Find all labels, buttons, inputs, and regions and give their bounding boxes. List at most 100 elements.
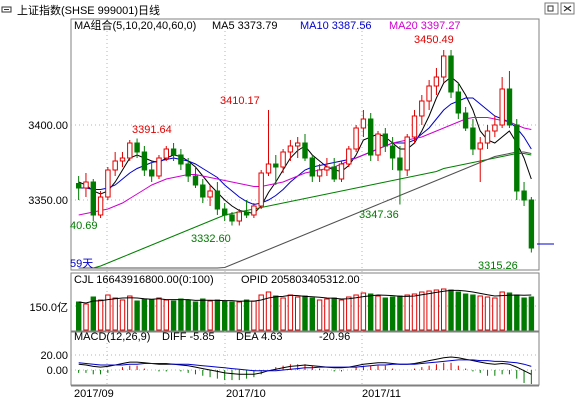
label-days: 59天 xyxy=(70,258,93,270)
volume-bar xyxy=(112,297,118,331)
candle-body xyxy=(127,142,133,159)
candle-body xyxy=(360,118,367,129)
candle-body xyxy=(185,163,191,177)
volume-bar xyxy=(528,296,535,331)
candle-body xyxy=(287,145,294,153)
date-tick-nov: 2017/11 xyxy=(362,388,401,400)
candle-body xyxy=(338,163,345,180)
volume-bar xyxy=(200,298,206,331)
window-menu-icon[interactable] xyxy=(1,6,12,13)
volume-bar xyxy=(222,300,228,331)
volume-bar xyxy=(441,288,447,331)
volume-bar xyxy=(141,298,148,331)
volume-bar xyxy=(346,296,352,331)
volume-bar xyxy=(404,294,410,331)
volume-bar xyxy=(251,300,257,331)
volume-bar xyxy=(97,299,104,331)
volume-bar xyxy=(448,289,454,331)
macd-tick-20: 20.00 xyxy=(40,350,68,362)
volume-bar xyxy=(360,292,367,331)
volume-bar xyxy=(462,293,469,331)
candle-body xyxy=(441,55,447,78)
candle-body xyxy=(448,55,454,93)
ma5-value: MA5 3373.79 xyxy=(212,20,277,32)
candle-body xyxy=(397,157,403,171)
volume-bar xyxy=(433,289,440,331)
cjl-value: CJL 16643916800.00(0:100) xyxy=(74,274,214,286)
volume-bars xyxy=(76,288,535,331)
candle-body xyxy=(243,211,250,216)
volume-bar xyxy=(258,294,264,331)
volume-bar xyxy=(83,303,89,331)
volume-bar xyxy=(331,297,337,331)
volume-bar xyxy=(411,293,418,331)
candle-body xyxy=(324,166,330,171)
volume-bar xyxy=(214,299,221,331)
label-high-1: 3410.17 xyxy=(220,95,260,107)
date-axis: 2017/09 2017/10 2017/11 xyxy=(74,388,401,400)
candle-body xyxy=(433,76,440,87)
date-tick-sep: 2017/09 xyxy=(74,388,114,400)
date-tick-oct: 2017/10 xyxy=(226,388,266,400)
candle-body xyxy=(455,91,462,114)
macd-dea-value: DEA 4.63 xyxy=(236,331,282,343)
volume-bar xyxy=(163,299,170,331)
candle-body xyxy=(316,169,323,177)
candle-body xyxy=(331,166,337,180)
panel-frame xyxy=(70,272,540,332)
candle-body xyxy=(382,133,389,147)
candle-body xyxy=(105,169,111,198)
candle-body xyxy=(207,190,213,198)
candlesticks xyxy=(76,50,535,253)
candle-body xyxy=(426,85,432,102)
ma-combo-label: MA组合(5,10,20,40,60,0) xyxy=(74,18,196,32)
macd-diff-value: DIFF -5.85 xyxy=(162,331,215,343)
close-icon[interactable] xyxy=(560,2,575,15)
volume-bar xyxy=(178,298,184,331)
restore-icon[interactable] xyxy=(544,2,559,15)
candle-body xyxy=(229,214,235,222)
candle-body xyxy=(528,199,535,249)
title-bar: 上证指数(SHSE 999001)日线 xyxy=(0,0,578,17)
label-left-cut: 40.69 xyxy=(70,220,98,232)
volume-bar xyxy=(419,291,425,331)
volume-bar xyxy=(324,298,330,331)
volume-bar xyxy=(90,296,96,331)
ma10-value: MA10 3387.56 xyxy=(300,20,372,32)
window-title: 上证指数(SHSE 999001)日线 xyxy=(17,3,160,17)
candle-body xyxy=(353,127,359,150)
candle-body xyxy=(411,115,418,138)
volume-bar xyxy=(170,300,177,331)
volume-bar xyxy=(76,301,82,331)
candle-body xyxy=(404,136,410,171)
volume-bar xyxy=(389,296,396,331)
volume-bar xyxy=(492,297,498,331)
volume-bar xyxy=(353,294,359,331)
macd-tick-0: 0.00 xyxy=(47,365,68,377)
candle-body xyxy=(273,163,279,168)
label-low-last: 3315.26 xyxy=(478,260,518,272)
volume-bar xyxy=(236,301,243,331)
volume-bar xyxy=(185,299,191,331)
volume-bar xyxy=(134,300,140,331)
candle-body xyxy=(90,181,96,216)
volume-bar xyxy=(499,291,505,331)
volume-bar xyxy=(207,300,213,331)
candle-body xyxy=(521,190,527,201)
candle-body xyxy=(149,169,155,177)
volume-bar xyxy=(375,295,381,331)
opid-value: OPID 205803405312.00 xyxy=(241,274,360,286)
candle-body xyxy=(251,205,257,216)
volume-bar xyxy=(484,296,491,331)
panel-frame xyxy=(70,331,540,386)
candle-body xyxy=(346,148,352,165)
volume-bar xyxy=(156,297,162,331)
price-tick-3350: 3350.00 xyxy=(28,195,68,207)
volume-legend: CJL 16643916800.00(0:100) OPID 205803405… xyxy=(74,274,360,286)
macd-plot xyxy=(78,356,532,384)
candle-body xyxy=(462,112,469,129)
volume-bar xyxy=(477,295,483,331)
